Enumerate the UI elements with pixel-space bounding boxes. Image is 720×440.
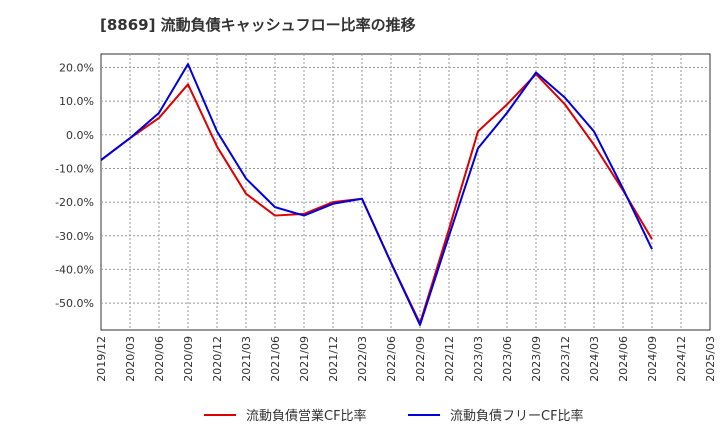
x-tick-label: 2020/09 (182, 336, 195, 382)
y-tick-label: -10.0% (55, 162, 94, 175)
x-tick-label: 2023/03 (472, 336, 485, 382)
x-tick-label: 2021/12 (327, 336, 340, 382)
legend-label: 流動負債営業CF比率 (246, 408, 367, 424)
x-tick-label: 2020/03 (124, 336, 137, 382)
x-tick-label: 2022/12 (443, 336, 456, 382)
x-tick-label: 2024/06 (617, 336, 630, 382)
x-tick-label: 2020/06 (153, 336, 166, 382)
x-tick-label: 2023/09 (530, 336, 543, 382)
x-tick-label: 2024/12 (675, 336, 688, 382)
chart-title: [8869] 流動負債キャッシュフロー比率の推移 (100, 16, 416, 34)
y-tick-label: -30.0% (55, 230, 94, 243)
y-tick-label: 0.0% (66, 129, 94, 142)
y-tick-label: -50.0% (55, 297, 94, 310)
y-tick-label: 10.0% (59, 95, 94, 108)
x-tick-label: 2022/06 (385, 336, 398, 382)
x-tick-label: 2024/03 (588, 336, 601, 382)
x-tick-label: 2020/12 (211, 336, 224, 382)
y-tick-label: -20.0% (55, 196, 94, 209)
x-tick-label: 2025/03 (704, 336, 717, 382)
x-tick-label: 2022/09 (414, 336, 427, 382)
x-tick-label: 2019/12 (95, 336, 108, 382)
x-tick-label: 2022/03 (356, 336, 369, 382)
x-tick-label: 2021/06 (269, 336, 282, 382)
x-tick-label: 2023/06 (501, 336, 514, 382)
x-tick-label: 2021/09 (298, 336, 311, 382)
x-tick-label: 2024/09 (646, 336, 659, 382)
series-line-free-cf (100, 63, 653, 326)
y-tick-label: 20.0% (59, 61, 94, 74)
x-tick-label: 2021/03 (240, 336, 253, 382)
legend-label: 流動負債フリーCF比率 (450, 408, 584, 424)
y-tick-label: -40.0% (55, 263, 94, 276)
x-tick-label: 2023/12 (559, 336, 572, 382)
